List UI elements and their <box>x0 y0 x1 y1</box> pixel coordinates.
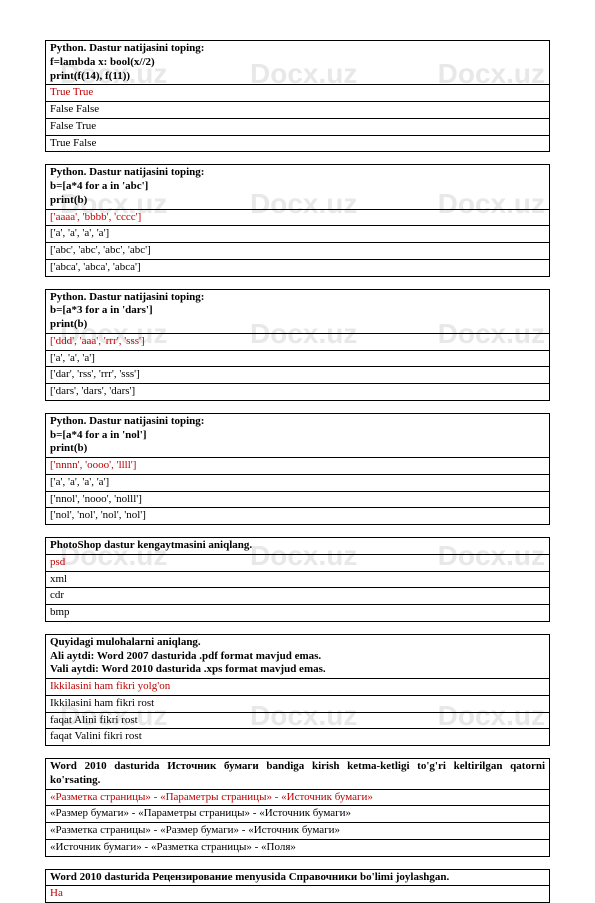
answer-option: bmp <box>46 605 549 621</box>
question-header: Word 2010 dasturida Источник бумаги band… <box>46 759 549 790</box>
answer-correct: ['nnnn', 'oooo', 'llll'] <box>46 458 549 475</box>
question-block: Python. Dastur natijasini toping: f=lamb… <box>45 40 550 152</box>
answer-option: ['a', 'a', 'a', 'a'] <box>46 475 549 492</box>
answer-correct: psd <box>46 555 549 572</box>
header-line: Word 2010 dasturida Источник бумаги band… <box>50 760 545 788</box>
answer-option: False True <box>46 119 549 136</box>
answer-option: xml <box>46 572 549 589</box>
answer-option: ['a', 'a', 'a', 'a'] <box>46 226 549 243</box>
answer-option: ['a', 'a', 'a'] <box>46 351 549 368</box>
answer-option: Ikkilasini ham fikri rost <box>46 696 549 713</box>
header-line: Python. Dastur natijasini toping: <box>50 42 545 56</box>
answer-option: «Источник бумаги» - «Разметка страницы» … <box>46 840 549 856</box>
question-block: Word 2010 dasturida Рецензирование menyu… <box>45 869 550 903</box>
question-block: PhotoShop dastur kengaytmasini aniqlang.… <box>45 537 550 622</box>
question-header: Quyidagi mulohalarni aniqlang. Ali aytdi… <box>46 635 549 679</box>
answer-option: faqat Valini fikri rost <box>46 729 549 745</box>
header-line: PhotoShop dastur kengaytmasini aniqlang. <box>50 539 545 553</box>
answer-option: «Разметка страницы» - «Размер бумаги» - … <box>46 823 549 840</box>
answer-option: cdr <box>46 588 549 605</box>
answer-option: ['dars', 'dars', 'dars'] <box>46 384 549 400</box>
header-line: b=[a*3 for a in 'dars'] <box>50 304 545 318</box>
answer-option: ['nnol', 'nooo', 'nolll'] <box>46 492 549 509</box>
answer-option: ['abca', 'abca', 'abca'] <box>46 260 549 276</box>
answer-correct: «Разметка страницы» - «Параметры страниц… <box>46 790 549 807</box>
answer-option: False False <box>46 102 549 119</box>
header-line: print(b) <box>50 194 545 208</box>
header-line: Quyidagi mulohalarni aniqlang. <box>50 636 545 650</box>
answer-option: faqat Alini fikri rost <box>46 713 549 730</box>
header-line: Python. Dastur natijasini toping: <box>50 166 545 180</box>
question-header: Python. Dastur natijasini toping: b=[a*3… <box>46 290 549 334</box>
header-line: b=[a*4 for a in 'nol'] <box>50 429 545 443</box>
question-block: Quyidagi mulohalarni aniqlang. Ali aytdi… <box>45 634 550 746</box>
answer-correct: ['aaaa', 'bbbb', 'cccc'] <box>46 210 549 227</box>
question-header: Word 2010 dasturida Рецензирование menyu… <box>46 870 549 887</box>
header-line: f=lambda x: bool(x//2) <box>50 56 545 70</box>
question-header: Python. Dastur natijasini toping: b=[a*4… <box>46 165 549 209</box>
header-line: b=[a*4 for a in 'abc'] <box>50 180 545 194</box>
header-line: print(b) <box>50 442 545 456</box>
question-header: Python. Dastur natijasini toping: b=[a*4… <box>46 414 549 458</box>
header-line: Python. Dastur natijasini toping: <box>50 415 545 429</box>
header-line: Word 2010 dasturida Рецензирование menyu… <box>50 871 545 885</box>
answer-correct: Ha <box>46 886 549 902</box>
header-line: Vali aytdi: Word 2010 dasturida .xps for… <box>50 663 545 677</box>
header-line: print(f(14), f(11)) <box>50 70 545 84</box>
question-block: Python. Dastur natijasini toping: b=[a*4… <box>45 413 550 525</box>
header-line: Python. Dastur natijasini toping: <box>50 291 545 305</box>
answer-option: True False <box>46 136 549 152</box>
answer-option: ['nol', 'nol', 'nol', 'nol'] <box>46 508 549 524</box>
answer-correct: True True <box>46 85 549 102</box>
header-line: print(b) <box>50 318 545 332</box>
question-block: Python. Dastur natijasini toping: b=[a*4… <box>45 164 550 276</box>
question-block: Python. Dastur natijasini toping: b=[a*3… <box>45 289 550 401</box>
answer-option: ['abc', 'abc', 'abc', 'abc'] <box>46 243 549 260</box>
answer-option: ['dar', 'rss', 'rrr', 'sss'] <box>46 367 549 384</box>
answer-correct: Ikkilasini ham fikri yolg'on <box>46 679 549 696</box>
question-header: PhotoShop dastur kengaytmasini aniqlang. <box>46 538 549 555</box>
answer-correct: ['ddd', 'aaa', 'rrr', 'sss'] <box>46 334 549 351</box>
question-header: Python. Dastur natijasini toping: f=lamb… <box>46 41 549 85</box>
header-line: Ali aytdi: Word 2007 dasturida .pdf form… <box>50 650 545 664</box>
answer-option: «Размер бумаги» - «Параметры страницы» -… <box>46 806 549 823</box>
